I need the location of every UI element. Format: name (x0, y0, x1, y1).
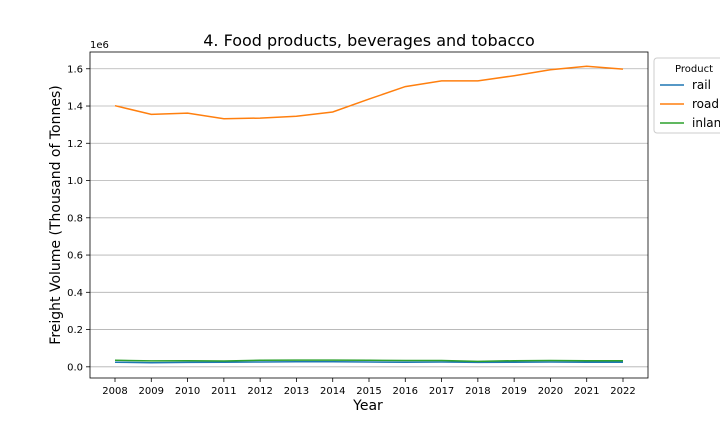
x-tick-label: 2012 (247, 386, 272, 397)
x-tick-label: 2016 (393, 386, 418, 397)
gridlines (90, 68, 648, 368)
y-tick-label: 1.4 (67, 102, 83, 113)
x-tick-label: 2018 (465, 386, 490, 397)
y-tick-label: 1.2 (67, 139, 83, 150)
y-tick-label: 1.6 (67, 64, 83, 75)
y-tick-label: 1.0 (67, 176, 83, 187)
legend-label-inland-waterways: inland waterways (692, 116, 720, 130)
y-tick-label: 0.4 (67, 288, 83, 299)
y-tick-label: 0.6 (67, 251, 83, 262)
x-axis-ticks: 2008 2009 2010 2011 2012 2013 2014 2015 2016 2017… (102, 378, 636, 397)
x-tick-label: 2020 (538, 386, 563, 397)
y-axis-label: Freight Volume (Thousand of Tonnes) (48, 85, 64, 344)
x-tick-label: 2010 (175, 386, 200, 397)
series-lines (114, 65, 624, 364)
legend-title: Product (675, 64, 713, 75)
x-tick-label: 2013 (284, 386, 309, 397)
legend-label-road: road (692, 97, 719, 111)
x-tick-label: 2015 (356, 386, 381, 397)
x-tick-label: 2008 (102, 386, 127, 397)
x-tick-label: 2021 (574, 386, 599, 397)
y-tick-label: 0.0 (67, 362, 83, 373)
legend-label-rail: rail (692, 78, 711, 92)
x-tick-label: 2017 (429, 386, 454, 397)
x-tick-label: 2011 (211, 386, 236, 397)
x-tick-label: 2019 (501, 386, 526, 397)
chart-title: 4. Food products, beverages and tobacco (203, 31, 535, 50)
y-axis-offset-label: 1e6 (90, 40, 109, 51)
x-tick-label: 2022 (610, 386, 635, 397)
legend-frame (653, 57, 720, 134)
x-tick-label: 2009 (139, 386, 164, 397)
y-tick-label: 0.2 (67, 325, 83, 336)
series-line-inland-waterways (114, 359, 623, 363)
y-tick-label: 0.8 (67, 213, 83, 224)
legend: Product rail road inland waterways (653, 57, 720, 134)
plot-area-frame (89, 51, 649, 379)
legend-items: rail road inland waterways (660, 78, 720, 130)
x-tick-label: 2014 (320, 386, 345, 397)
series-line-road (114, 65, 624, 120)
x-axis-label: Year (352, 398, 383, 414)
y-axis-ticks: 0.0 0.2 0.4 0.6 0.8 1.0 1.2 1.4 1.6 (67, 64, 90, 373)
series-line-rail (114, 361, 623, 364)
